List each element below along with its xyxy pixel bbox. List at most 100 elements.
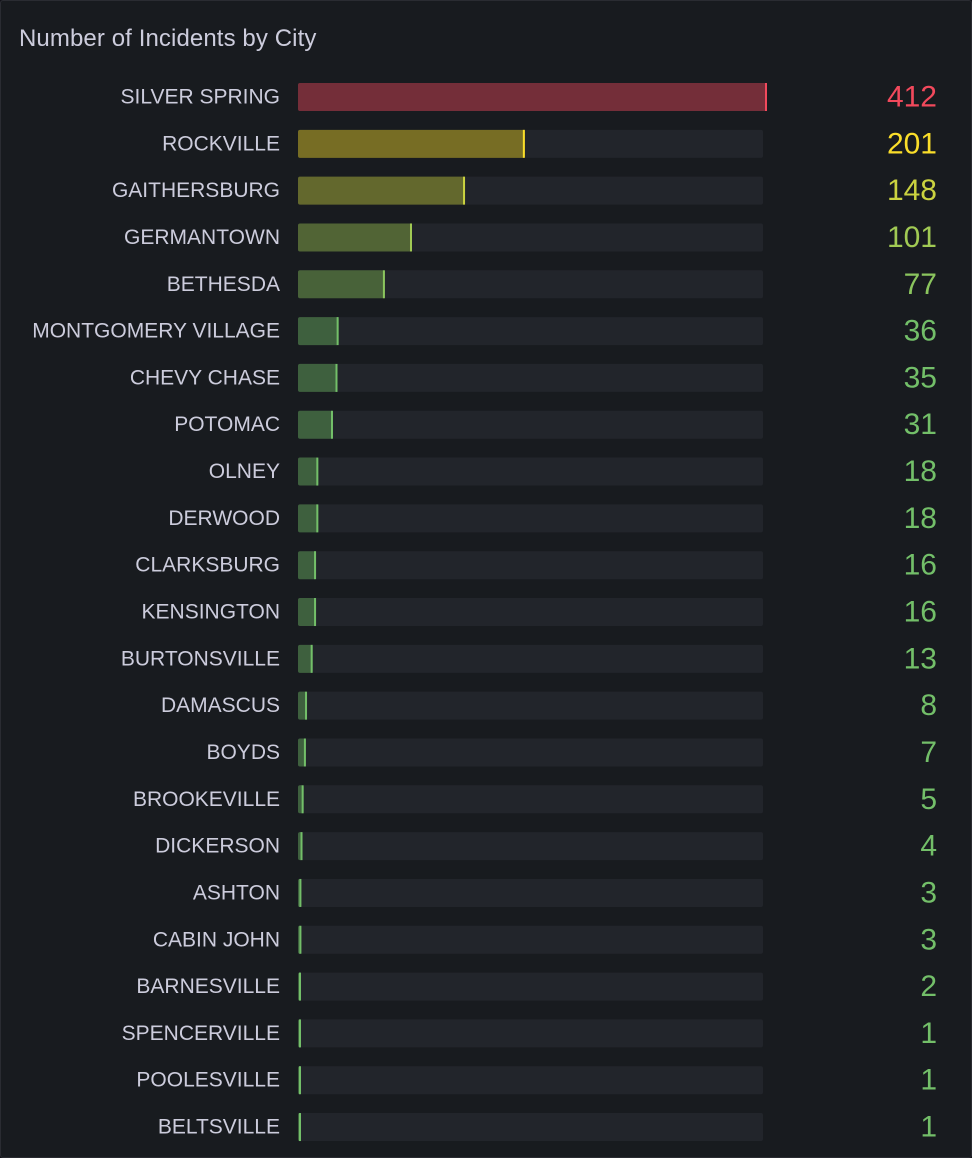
bar-row-boyds: BOYDS 7 [206, 736, 937, 769]
value-label: 1 [920, 1064, 937, 1097]
category-label: CHEVY CHASE [130, 366, 280, 389]
bar-track [298, 832, 763, 861]
bar-edge [314, 551, 317, 580]
value-label: 1 [920, 1017, 937, 1050]
bar-track [298, 223, 763, 252]
bar-fill [298, 551, 317, 580]
bar-track [298, 317, 763, 346]
value-label: 201 [887, 127, 937, 160]
bar-edge [305, 691, 308, 720]
bar-row-clarksburg: CLARKSBURG 16 [135, 549, 937, 582]
category-label: CLARKSBURG [135, 554, 280, 577]
category-label: GAITHERSBURG [112, 179, 280, 202]
bar-edge [303, 738, 306, 767]
bar-track [298, 691, 763, 720]
bar-edge [522, 129, 525, 158]
bar-edge [299, 1113, 301, 1142]
bar-track [298, 738, 763, 767]
category-label: SPENCERVILLE [122, 1022, 280, 1045]
value-label: 8 [920, 689, 937, 722]
bar-edge [330, 410, 333, 439]
bar-row-derwood: DERWOOD 18 [168, 502, 937, 535]
bar-track [298, 1066, 763, 1095]
bar-track [298, 785, 763, 814]
bar-track [298, 644, 763, 673]
bar-row-beltsville: BELTSVILLE 1 [158, 1111, 937, 1144]
bar-row-bethesda: BETHESDA 77 [167, 268, 937, 301]
category-label: BURTONSVILLE [121, 647, 280, 670]
category-label: SILVER SPRING [121, 86, 281, 109]
bar-edge [316, 457, 319, 486]
bar-row-olney: OLNEY 18 [209, 455, 937, 488]
bar-row-kensington: KENSINGTON 16 [142, 596, 937, 629]
bar-row-cabin-john: CABIN JOHN 3 [153, 923, 937, 956]
bar-row-damascus: DAMASCUS 8 [161, 689, 937, 722]
value-label: 5 [920, 783, 937, 816]
value-label: 7 [920, 736, 937, 769]
bar-row-barnesville: BARNESVILLE 2 [136, 970, 937, 1003]
bar-edge [299, 925, 302, 954]
bar-edge [300, 832, 303, 861]
category-label: DAMASCUS [161, 694, 280, 717]
bar-row-gaithersburg: GAITHERSBURG 148 [112, 174, 937, 207]
category-label: BARNESVILLE [136, 975, 280, 998]
category-label: ASHTON [193, 881, 280, 904]
category-label: BETHESDA [167, 273, 280, 296]
bar-track [298, 551, 763, 580]
category-label: KENSINGTON [142, 601, 280, 624]
value-label: 2 [920, 970, 937, 1003]
category-label: OLNEY [209, 460, 280, 483]
bar-track [298, 598, 763, 627]
bar-row-germantown: GERMANTOWN 101 [124, 221, 937, 254]
value-label: 35 [904, 361, 937, 394]
value-label: 3 [920, 923, 937, 956]
bar-track [298, 1113, 763, 1142]
category-label: POOLESVILLE [136, 1069, 280, 1092]
category-label: BROOKEVILLE [133, 788, 280, 811]
value-label: 101 [887, 221, 937, 254]
category-label: DERWOOD [168, 507, 280, 530]
bar-row-burtonsville: BURTONSVILLE 13 [121, 642, 937, 675]
bar-fill [298, 223, 412, 252]
bar-edge [299, 972, 301, 1001]
bar-fill [298, 83, 767, 111]
bar-row-montgomery-village: MONTGOMERY VILLAGE 36 [32, 315, 937, 348]
value-label: 1 [920, 1111, 937, 1144]
bar-row-spencerville: SPENCERVILLE 1 [122, 1017, 937, 1050]
bar-fill [298, 317, 339, 346]
bar-row-brookeville: BROOKEVILLE 5 [133, 783, 937, 816]
value-label: 18 [904, 455, 937, 488]
bar-edge [299, 1066, 301, 1095]
value-label: 31 [904, 408, 937, 441]
bar-edge [301, 785, 304, 814]
bar-fill [298, 129, 525, 158]
bar-edge [314, 598, 317, 627]
value-label: 13 [904, 642, 937, 675]
category-label: POTOMAC [174, 413, 280, 436]
bar-row-silver-spring: SILVER SPRING 412 [121, 81, 938, 114]
value-label: 16 [904, 596, 937, 629]
bar-fill [298, 457, 319, 486]
bar-track [298, 925, 763, 954]
bar-row-potomac: POTOMAC 31 [174, 408, 937, 441]
bar-track [298, 504, 763, 533]
bar-edge [382, 270, 385, 299]
value-label: 412 [887, 81, 937, 114]
bar-track [298, 270, 763, 299]
bar-track [298, 878, 763, 907]
bar-fill [298, 644, 313, 673]
bar-fill [298, 176, 466, 205]
category-label: DICKERSON [155, 835, 280, 858]
category-label: ROCKVILLE [162, 132, 280, 155]
bar-row-ashton: ASHTON 3 [193, 876, 937, 909]
value-label: 3 [920, 876, 937, 909]
bar-fill [298, 363, 338, 392]
bar-fill [298, 270, 385, 299]
bar-edge [409, 223, 412, 252]
bar-track [298, 363, 763, 392]
panel-title: Number of Incidents by City [19, 25, 317, 52]
category-label: CABIN JOHN [153, 928, 280, 951]
bar-edge [316, 504, 319, 533]
